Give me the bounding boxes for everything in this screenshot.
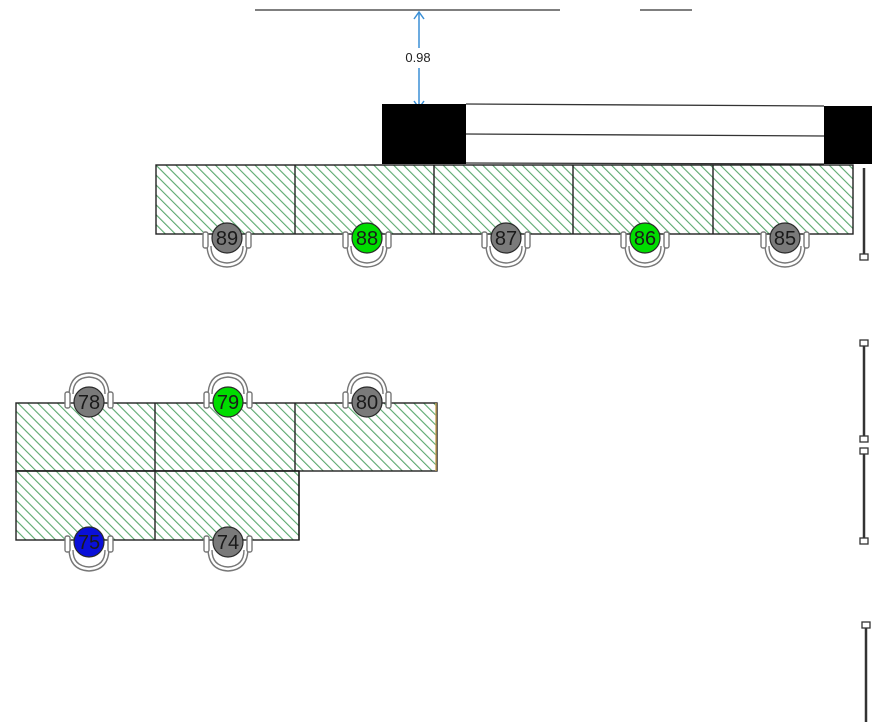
chair-armrest-icon [107, 391, 114, 409]
window-unit [382, 103, 872, 165]
seat-number: 86 [634, 228, 656, 250]
seat-status-dot [73, 386, 105, 418]
seat-number: 80 [356, 392, 378, 414]
desk-cluster-left [15, 402, 440, 542]
seat-status-dot [212, 526, 244, 558]
seat-number: 74 [217, 532, 239, 554]
chair-armrest-icon [385, 231, 392, 249]
seat-89[interactable]: 89 [202, 222, 252, 268]
dimension-label: 0.98 [405, 50, 430, 65]
seat-number: 89 [216, 228, 238, 250]
chair-armrest-icon [663, 231, 670, 249]
right-wall [859, 168, 871, 722]
seat-number: 78 [78, 392, 100, 414]
chair-armrest-icon [803, 231, 810, 249]
chair-armrest-icon [203, 535, 210, 553]
seat-status-dot [629, 222, 661, 254]
chair-armrest-icon [246, 391, 253, 409]
seat-status-dot [73, 526, 105, 558]
seat-78[interactable]: 78 [64, 372, 114, 418]
chair-armrest-icon [64, 391, 71, 409]
chair-armrest-icon [342, 391, 349, 409]
seat-87[interactable]: 87 [481, 222, 531, 268]
chair-armrest-icon [107, 535, 114, 553]
seat-status-dot [351, 386, 383, 418]
chair-armrest-icon [524, 231, 531, 249]
seat-status-dot [490, 222, 522, 254]
seat-status-dot [769, 222, 801, 254]
seat-88[interactable]: 88 [342, 222, 392, 268]
seat-75[interactable]: 75 [64, 526, 114, 572]
chair-armrest-icon [342, 231, 349, 249]
seat-80[interactable]: 80 [342, 372, 392, 418]
seat-number: 85 [774, 228, 796, 250]
chair-armrest-icon [64, 535, 71, 553]
chair-armrest-icon [203, 391, 210, 409]
chair-armrest-icon [760, 231, 767, 249]
chair-armrest-icon [385, 391, 392, 409]
seat-85[interactable]: 85 [760, 222, 810, 268]
seat-number: 87 [495, 228, 517, 250]
seat-layer: 89 88 87 86 85 78 79 80 75 74 [64, 222, 810, 572]
seat-86[interactable]: 86 [620, 222, 670, 268]
seat-79[interactable]: 79 [203, 372, 253, 418]
dimension-marker: 0.98 [398, 10, 440, 110]
seat-number: 75 [78, 532, 100, 554]
chair-armrest-icon [245, 231, 252, 249]
seat-status-dot [212, 386, 244, 418]
chair-armrest-icon [481, 231, 488, 249]
seat-status-dot [211, 222, 243, 254]
desk-row-top [155, 164, 854, 235]
chair-armrest-icon [246, 535, 253, 553]
seat-number: 88 [356, 228, 378, 250]
chair-armrest-icon [202, 231, 209, 249]
chair-armrest-icon [620, 231, 627, 249]
seat-status-dot [351, 222, 383, 254]
seat-74[interactable]: 74 [203, 526, 253, 572]
seat-number: 79 [217, 392, 239, 414]
